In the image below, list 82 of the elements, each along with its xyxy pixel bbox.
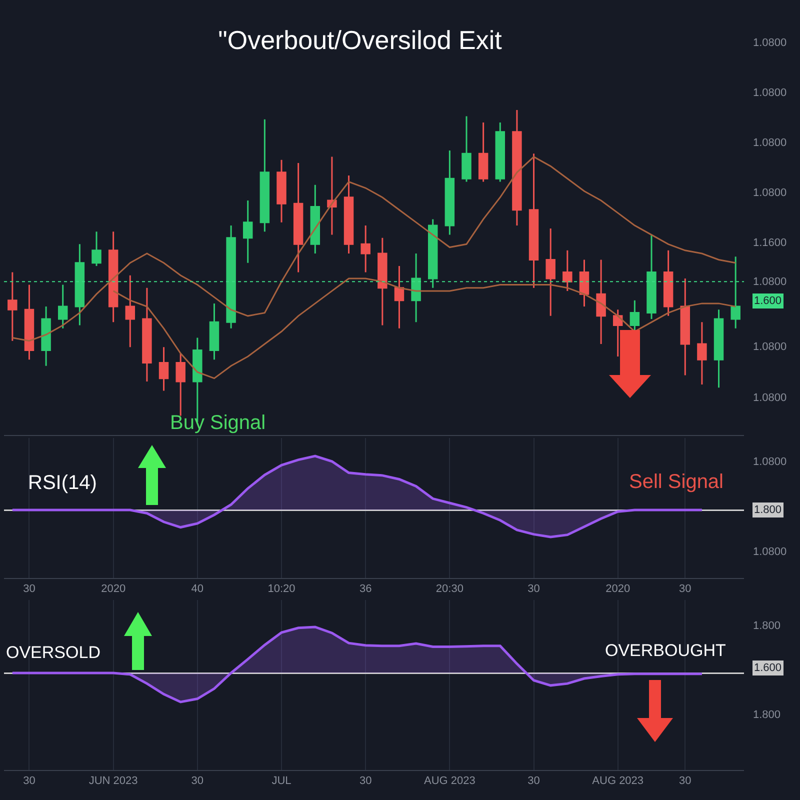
- x-tick-label: 10:20: [268, 583, 296, 596]
- candlestick: [562, 250, 572, 292]
- x-tick-label: 20:30: [436, 583, 464, 596]
- text: 1.0800: [753, 87, 787, 99]
- x-tick-label: 30: [23, 775, 36, 788]
- x-tick-label: 30: [23, 583, 36, 596]
- x-tick-label: JUN 2023: [88, 775, 138, 788]
- candlestick: [411, 252, 421, 323]
- candlestick: [478, 122, 488, 183]
- text: 1.0800: [753, 546, 787, 558]
- annotation: RSI(14): [28, 472, 97, 494]
- annotation: Sell Signal: [629, 471, 724, 493]
- candlestick: [714, 308, 724, 388]
- text: 1.0800: [753, 341, 787, 353]
- x-tick-label: 30: [679, 583, 692, 596]
- text: 1.800: [754, 504, 782, 516]
- candlestick: [158, 346, 169, 392]
- annotation: OVERBOUGHT: [605, 641, 726, 660]
- x-tick-label: 36: [359, 583, 372, 596]
- candlestick: [630, 300, 640, 332]
- candlestick: [462, 115, 472, 183]
- x-tick-label: 30: [679, 775, 692, 788]
- candlestick: [344, 174, 354, 254]
- x-tick-label: 40: [191, 583, 204, 596]
- candlestick: [58, 284, 68, 330]
- candlestick: [730, 256, 740, 330]
- candlestick: [108, 230, 118, 323]
- candlestick: [612, 308, 623, 358]
- candlestick: [680, 278, 690, 376]
- candlestick: [512, 109, 522, 226]
- candlestick: [293, 162, 304, 273]
- candlestick: [327, 156, 337, 236]
- candlestick: [596, 259, 606, 345]
- text: 1.800: [753, 709, 781, 721]
- text: 1.0800: [753, 187, 787, 199]
- candlestick: [528, 152, 539, 289]
- text: 1.1600: [753, 237, 787, 249]
- candlestick: [226, 224, 236, 330]
- chart-title: "Overbout/Oversilod Exit: [218, 25, 503, 56]
- annotation: OVERSOLD: [6, 643, 100, 662]
- candlestick: [41, 306, 51, 367]
- candlestick: [428, 218, 438, 289]
- text: 1.0800: [753, 456, 787, 468]
- candlestick: [260, 118, 270, 232]
- candlestick: [142, 287, 152, 382]
- text: 1.0800: [753, 276, 787, 288]
- candlestick: [394, 265, 404, 330]
- candlestick: [276, 159, 286, 224]
- text: 1.0800: [753, 137, 787, 149]
- text: 1.600: [754, 295, 782, 307]
- x-tick-label: 30: [359, 775, 372, 788]
- x-tick-label: 30: [528, 775, 540, 788]
- candlestick: [579, 259, 590, 308]
- candlestick: [209, 302, 220, 360]
- candlestick: [24, 284, 34, 360]
- candlestick: [378, 237, 388, 326]
- candlestick: [495, 122, 506, 183]
- candlestick: [646, 234, 656, 320]
- text: 1.0800: [753, 392, 787, 404]
- x-tick-label: AUG 2023: [424, 775, 476, 788]
- candlestick: [697, 321, 707, 386]
- x-tick-label: 2020: [606, 583, 630, 596]
- candlestick: [546, 228, 556, 317]
- x-tick-label: 30: [191, 775, 204, 788]
- x-tick-label: 30: [528, 583, 540, 596]
- text: 1.600: [754, 662, 782, 674]
- text: 1.0800: [753, 37, 787, 49]
- candlestick: [92, 230, 102, 267]
- candlestick: [125, 274, 136, 348]
- annotation: Buy Signal: [170, 412, 266, 434]
- candlestick: [360, 224, 370, 273]
- candlestick: [242, 200, 253, 264]
- candlestick: [176, 352, 186, 417]
- x-tick-label: 2020: [101, 583, 126, 596]
- x-tick-label: JUL: [272, 775, 292, 788]
- candlestick: [310, 184, 320, 254]
- candlestick: [74, 243, 85, 326]
- candlestick: [444, 150, 455, 236]
- x-tick-label: AUG 2023: [592, 775, 644, 788]
- text: 1.800: [753, 620, 781, 632]
- candlestick: [8, 271, 18, 342]
- candlestick: [663, 250, 674, 317]
